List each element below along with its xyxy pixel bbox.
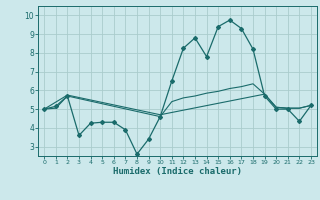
X-axis label: Humidex (Indice chaleur): Humidex (Indice chaleur)	[113, 167, 242, 176]
